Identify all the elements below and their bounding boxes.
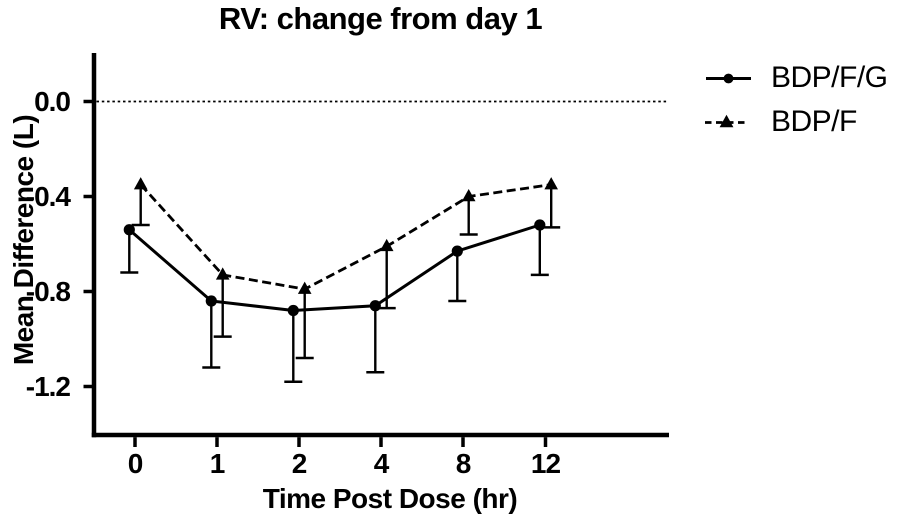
y-tick-label: -1.2 [25, 370, 71, 402]
x-axis-title: Time Post Dose (hr) [262, 483, 518, 514]
x-tick-label: 4 [373, 448, 390, 479]
series-line-bdp-f [139, 183, 552, 291]
x-tick-label: 1 [209, 448, 226, 479]
x-tick-label: 12 [530, 448, 561, 479]
marker-circle [369, 300, 381, 312]
x-tick-label: 8 [455, 448, 472, 479]
y-tick-label: -0.8 [25, 275, 71, 307]
legend-label-bdp-f-g: BDP/F/G [771, 61, 888, 94]
marker-triangle [215, 267, 230, 280]
marker-triangle [379, 238, 394, 252]
marker-circle [534, 219, 546, 231]
marker-triangle [544, 177, 558, 190]
marker-circle [451, 245, 463, 257]
marker-circle [205, 295, 217, 307]
marker-circle [287, 304, 299, 317]
marker-triangle [297, 281, 312, 294]
x-tick-label: 2 [291, 448, 308, 479]
series-line-bdp-f-g [128, 223, 541, 313]
marker-triangle [461, 189, 476, 202]
legend-label-bdp-f: BDP/F [771, 105, 857, 138]
marker-circle [123, 224, 135, 236]
y-tick-label: 0.0 [34, 85, 71, 117]
legend-key-marker-triangle [719, 114, 734, 128]
legend-key-marker-circle [723, 73, 734, 84]
y-tick-label: -0.4 [25, 180, 71, 212]
x-tick-label: 0 [127, 448, 144, 479]
y-axis-title: Mean Difference (L) [8, 114, 39, 366]
marker-triangle [133, 177, 148, 190]
chart-title: RV: change from day 1 [218, 1, 543, 36]
